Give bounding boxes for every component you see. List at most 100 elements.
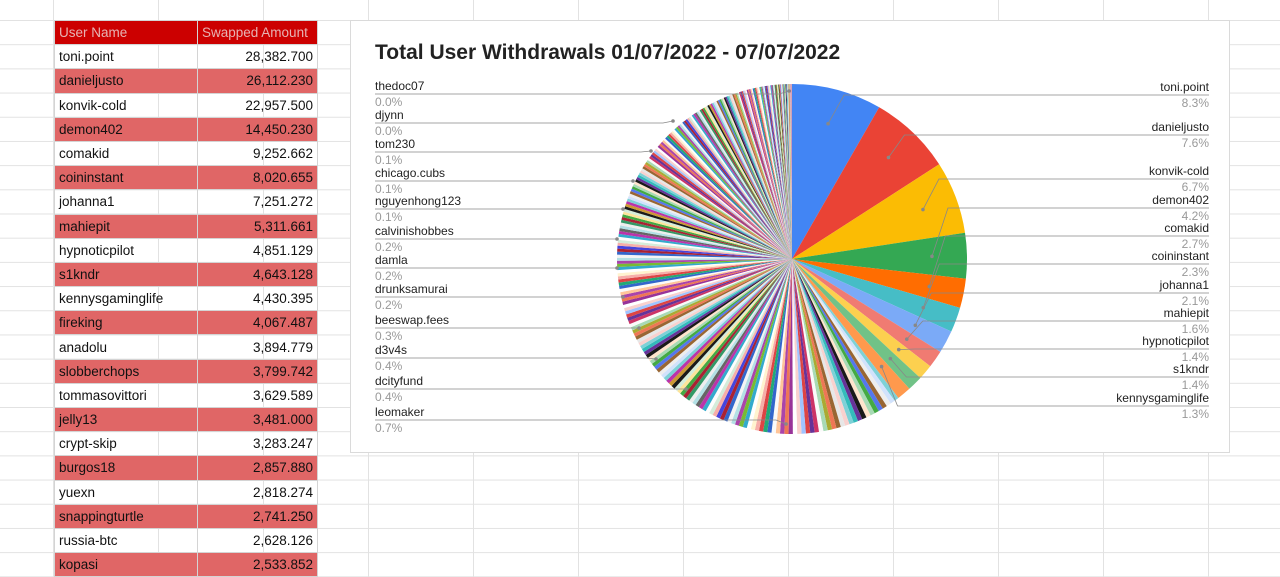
slice-label: thedoc07: [375, 79, 425, 93]
cell-user-name[interactable]: fireking: [55, 311, 198, 335]
cell-user-name[interactable]: tommasovittori: [55, 383, 198, 407]
cell-user-name[interactable]: konvik-cold: [55, 93, 198, 117]
leader-dot: [897, 348, 901, 352]
cell-user-name[interactable]: toni.point: [55, 45, 198, 69]
cell-user-name[interactable]: russia-btc: [55, 528, 198, 552]
cell-swapped-amount[interactable]: 2,628.126: [198, 528, 318, 552]
cell-swapped-amount[interactable]: 3,629.589: [198, 383, 318, 407]
cell-user-name[interactable]: jelly13: [55, 408, 198, 432]
leader-dot: [649, 149, 653, 153]
cell-user-name[interactable]: hypnoticpilot: [55, 238, 198, 262]
cell-user-name[interactable]: mahiepit: [55, 214, 198, 238]
cell-swapped-amount[interactable]: 2,741.250: [198, 504, 318, 528]
cell-swapped-amount[interactable]: 8,020.655: [198, 166, 318, 190]
cell-user-name[interactable]: demon402: [55, 117, 198, 141]
cell-swapped-amount[interactable]: 22,957.500: [198, 93, 318, 117]
leader-dot: [921, 208, 925, 212]
leader-dot: [784, 422, 788, 426]
cell-swapped-amount[interactable]: 4,851.129: [198, 238, 318, 262]
header-row: User Name Swapped Amount: [55, 21, 318, 45]
cell-swapped-amount[interactable]: 3,799.742: [198, 359, 318, 383]
leader-dot: [671, 119, 675, 123]
slice-label: chicago.cubs: [375, 166, 445, 180]
cell-user-name[interactable]: snappingturtle: [55, 504, 198, 528]
cell-user-name[interactable]: johanna1: [55, 190, 198, 214]
leader-dot: [615, 237, 619, 241]
leader-dot: [621, 207, 625, 211]
slice-label: nguyenhong123: [375, 194, 461, 208]
slice-label: d3v4s: [375, 343, 407, 357]
cell-user-name[interactable]: kopasi: [55, 553, 198, 577]
cell-swapped-amount[interactable]: 14,450.230: [198, 117, 318, 141]
leader-dot: [631, 179, 635, 183]
slice-percent: 6.7%: [1182, 180, 1210, 194]
slice-label: calvinishobbes: [375, 224, 454, 238]
leader-dot: [930, 255, 934, 259]
cell-user-name[interactable]: burgos18: [55, 456, 198, 480]
slice-label: comakid: [1164, 221, 1209, 235]
leader-dot: [621, 295, 625, 299]
cell-user-name[interactable]: slobberchops: [55, 359, 198, 383]
cell-swapped-amount[interactable]: 4,643.128: [198, 262, 318, 286]
slice-percent: 0.3%: [375, 329, 403, 343]
cell-swapped-amount[interactable]: 9,252.662: [198, 141, 318, 165]
cell-swapped-amount[interactable]: 2,818.274: [198, 480, 318, 504]
cell-swapped-amount[interactable]: 2,533.852: [198, 553, 318, 577]
slice-label: coininstant: [1152, 249, 1210, 263]
leader-dot: [887, 156, 891, 160]
cell-user-name[interactable]: danieljusto: [55, 69, 198, 93]
pie-chart[interactable]: Total User Withdrawals 01/07/2022 - 07/0…: [350, 20, 1230, 453]
leader-dot: [905, 337, 909, 341]
slice-label: damla: [375, 253, 408, 267]
slice-label: hypnoticpilot: [1142, 334, 1209, 348]
cell-swapped-amount[interactable]: 3,283.247: [198, 432, 318, 456]
header-user-name[interactable]: User Name: [55, 21, 198, 45]
slice-label: johanna1: [1159, 278, 1210, 292]
slice-label: mahiepit: [1164, 306, 1210, 320]
slice-percent: 0.0%: [375, 95, 403, 109]
slice-label: drunksamurai: [375, 282, 448, 296]
slice-percent: 2.3%: [1182, 265, 1210, 279]
cell-swapped-amount[interactable]: 4,067.487: [198, 311, 318, 335]
cell-swapped-amount[interactable]: 4,430.395: [198, 287, 318, 311]
cell-user-name[interactable]: kennysgaminglife: [55, 287, 198, 311]
cell-swapped-amount[interactable]: 26,112.230: [198, 69, 318, 93]
leader-dot: [615, 266, 619, 270]
slice-label: leomaker: [375, 405, 424, 419]
slice-label: konvik-cold: [1149, 164, 1209, 178]
cell-swapped-amount[interactable]: 5,311.661: [198, 214, 318, 238]
leader-dot: [914, 323, 918, 327]
leader-line: [375, 420, 786, 424]
cell-user-name[interactable]: yuexn: [55, 480, 198, 504]
leader-line: [899, 349, 1209, 350]
cell-user-name[interactable]: coininstant: [55, 166, 198, 190]
cell-user-name[interactable]: anadolu: [55, 335, 198, 359]
cell-user-name[interactable]: comakid: [55, 141, 198, 165]
header-swapped-amount[interactable]: Swapped Amount: [198, 21, 318, 45]
leader-line: [888, 135, 1209, 158]
slice-label: danieljusto: [1152, 120, 1210, 134]
cell-swapped-amount[interactable]: 3,894.779: [198, 335, 318, 359]
cell-user-name[interactable]: crypt-skip: [55, 432, 198, 456]
cell-swapped-amount[interactable]: 2,857.880: [198, 456, 318, 480]
cell-user-name[interactable]: s1kndr: [55, 262, 198, 286]
cell-swapped-amount[interactable]: 7,251.272: [198, 190, 318, 214]
cell-swapped-amount[interactable]: 28,382.700: [198, 45, 318, 69]
cell-swapped-amount[interactable]: 3,481.000: [198, 408, 318, 432]
